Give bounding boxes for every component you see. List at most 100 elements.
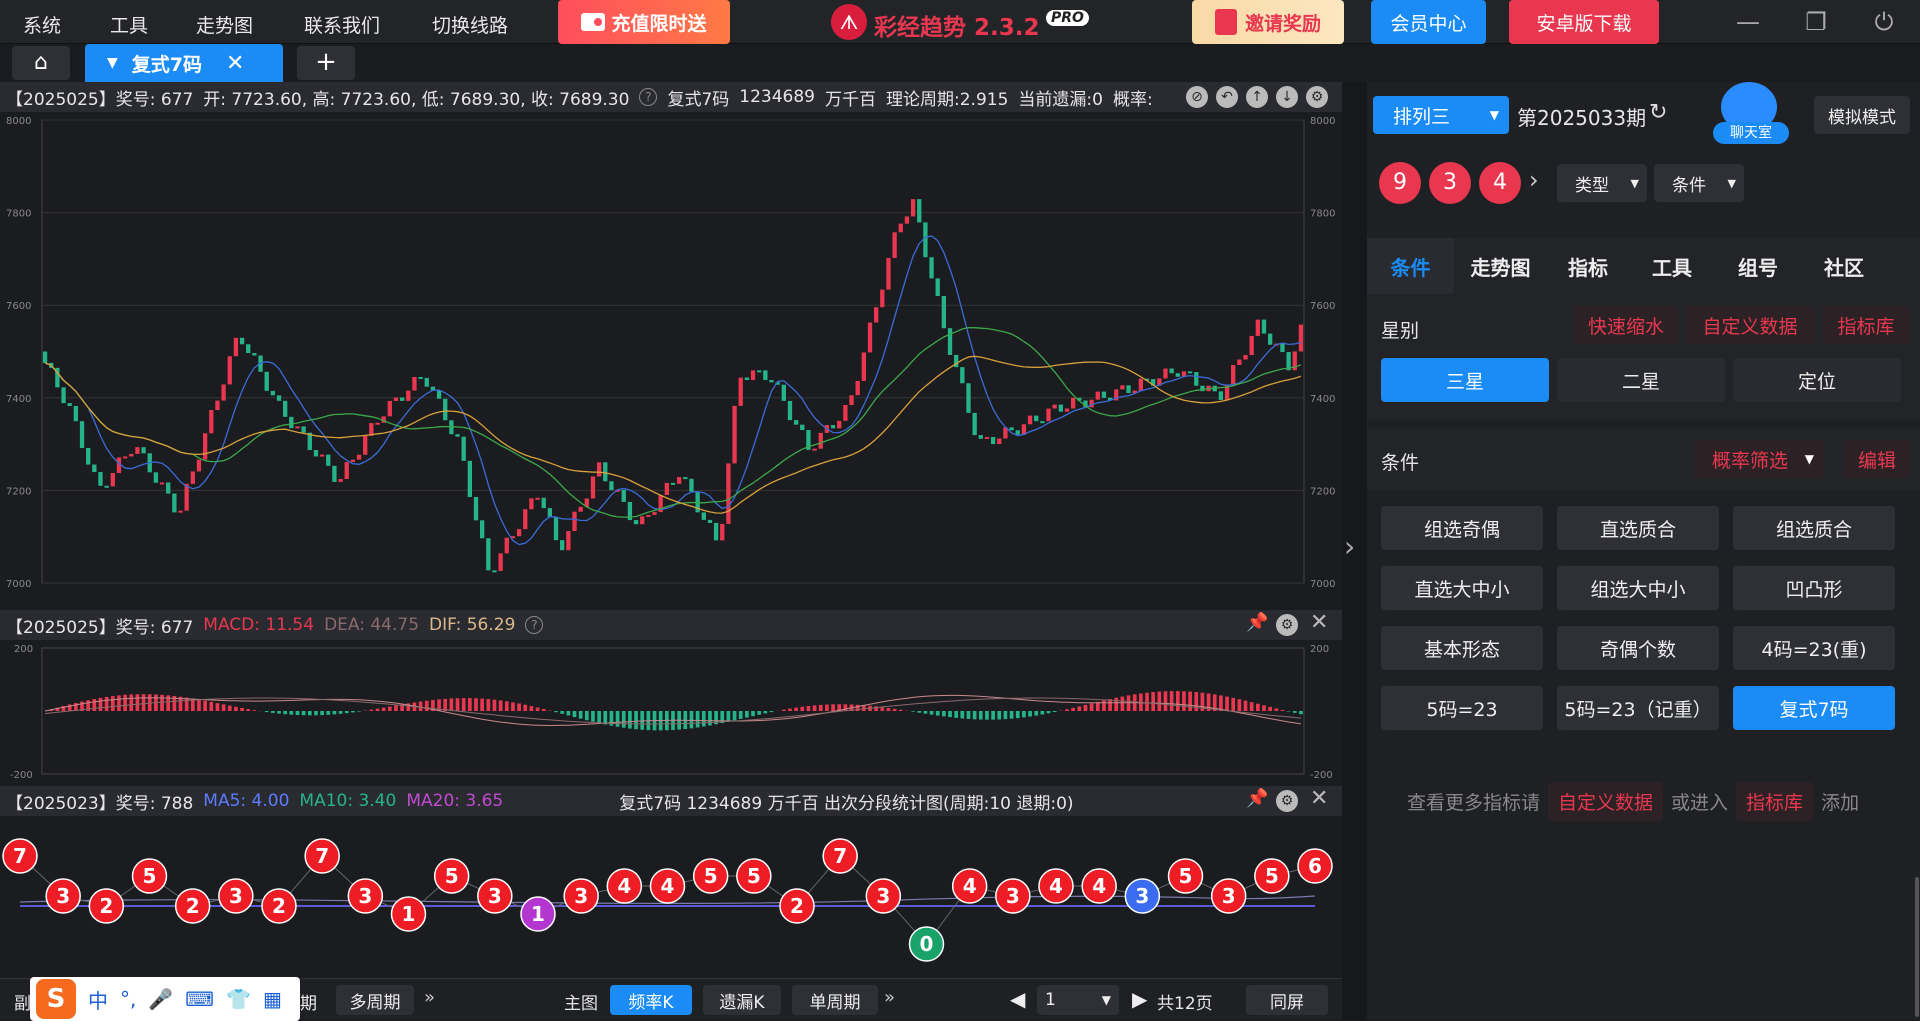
star-three-button[interactable]: 三星: [1381, 358, 1549, 402]
axis-label: 200: [1310, 644, 1329, 655]
scrollbar[interactable]: [1915, 877, 1919, 1017]
caret-down-icon: ▼: [1728, 177, 1736, 190]
candle: [886, 258, 890, 290]
sim-mode-button[interactable]: 模拟模式: [1814, 96, 1910, 134]
page-select[interactable]: 1 ▼: [1037, 985, 1119, 1015]
next-page-icon[interactable]: ▶: [1132, 987, 1147, 1011]
macd-bar: [511, 702, 515, 711]
macd-bar: [942, 711, 946, 716]
condition-button[interactable]: 凹凸形: [1733, 566, 1895, 610]
minimize-icon[interactable]: —: [1733, 8, 1763, 36]
condition-button[interactable]: 复式7码: [1733, 686, 1895, 730]
tab-trend[interactable]: 走势图: [1454, 238, 1547, 294]
condition-button[interactable]: 5码=23: [1381, 686, 1543, 730]
compass-icon[interactable]: ⊘: [1186, 86, 1208, 108]
condition-button[interactable]: 5码=23（记重）: [1557, 686, 1719, 730]
menu-system[interactable]: 系统: [23, 11, 61, 38]
candle: [345, 462, 349, 479]
power-icon[interactable]: ⏻: [1869, 8, 1899, 36]
ime-toolbar[interactable]: S 中 °, 🎤 ⌨ 👕 ▦: [30, 977, 300, 1021]
prev-page-icon[interactable]: ◀: [1010, 987, 1025, 1011]
mic-icon[interactable]: 🎤: [148, 987, 173, 1011]
chat-room-button[interactable]: 聊天室: [1713, 82, 1793, 148]
prob-filter-select[interactable]: 概率筛选▼: [1694, 440, 1824, 478]
condition-select[interactable]: 条件▼: [1654, 164, 1744, 202]
macd-bar: [1268, 707, 1272, 711]
help-icon[interactable]: ?: [639, 88, 657, 106]
home-icon[interactable]: ⌂: [12, 46, 70, 80]
kline-header: 【2025025】奖号: 677 开: 7723.60, 高: 7723.60,…: [0, 82, 1342, 112]
tab-tools[interactable]: 工具: [1629, 238, 1715, 294]
settings-icon[interactable]: ⚙: [1276, 614, 1298, 636]
type-select[interactable]: 类型▼: [1557, 164, 1647, 202]
add-tab-icon[interactable]: +: [297, 46, 355, 80]
condition-button[interactable]: 组选大中小: [1557, 566, 1719, 610]
macd-bar: [566, 711, 570, 715]
arrow-down-icon[interactable]: ↓: [1276, 86, 1298, 108]
indicator-lib-link[interactable]: 指标库: [1822, 306, 1910, 344]
tab-conditions[interactable]: 条件: [1367, 238, 1454, 294]
condition-button[interactable]: 4码=23(重): [1733, 626, 1895, 670]
miss-k-button[interactable]: 遗漏K: [703, 985, 781, 1015]
condition-button[interactable]: 奇偶个数: [1557, 626, 1719, 670]
tab-fushi7[interactable]: ▼ 复式7码 ✕: [85, 44, 283, 82]
invite-reward-button[interactable]: 邀请奖励: [1192, 0, 1344, 44]
custom-data-link[interactable]: 自定义数据: [1548, 782, 1663, 821]
arrow-up-icon[interactable]: ↑: [1246, 86, 1268, 108]
condition-button[interactable]: 直选质合: [1557, 506, 1719, 550]
custom-data-link[interactable]: 自定义数据: [1686, 306, 1814, 344]
condition-button[interactable]: 组选质合: [1733, 506, 1895, 550]
ime-mode[interactable]: 中: [88, 985, 108, 1014]
recharge-promo-button[interactable]: 充值限时送: [558, 0, 730, 44]
menu-contact[interactable]: 联系我们: [304, 11, 380, 38]
quick-shrink-link[interactable]: 快速缩水: [1574, 306, 1678, 344]
edit-button[interactable]: 编辑: [1844, 440, 1910, 478]
close-icon[interactable]: ✕: [226, 51, 244, 76]
tab-community[interactable]: 社区: [1801, 238, 1887, 294]
indicator-lib-link[interactable]: 指标库: [1736, 782, 1813, 821]
menu-switch-line[interactable]: 切换线路: [432, 11, 508, 38]
chevron-right-icon[interactable]: ›: [1344, 530, 1355, 563]
macd-bar: [794, 708, 798, 711]
undo-icon[interactable]: ↶: [1216, 86, 1238, 108]
punct-icon[interactable]: °,: [120, 987, 136, 1011]
candle: [246, 344, 250, 353]
tab-group[interactable]: 组号: [1715, 238, 1801, 294]
chevron-right-icon[interactable]: ›: [1529, 166, 1539, 194]
grid-icon[interactable]: ▦: [263, 987, 282, 1011]
same-screen-button[interactable]: 同屏: [1246, 985, 1328, 1015]
splitter[interactable]: ›: [1342, 82, 1367, 1020]
skin-icon[interactable]: 👕: [226, 987, 251, 1011]
macd-bar: [973, 711, 977, 719]
multi-period-button[interactable]: 多周期: [336, 985, 414, 1015]
pin-icon[interactable]: 📌: [1246, 612, 1268, 633]
menu-chart[interactable]: 走势图: [196, 11, 253, 38]
help-icon[interactable]: ?: [525, 616, 543, 634]
condition-button[interactable]: 直选大中小: [1381, 566, 1543, 610]
candle: [757, 370, 761, 372]
close-icon[interactable]: ✕: [1310, 610, 1328, 635]
double-chevron-icon[interactable]: »: [884, 987, 895, 1008]
settings-icon[interactable]: ⚙: [1306, 86, 1328, 108]
tab-indicators[interactable]: 指标: [1547, 238, 1629, 294]
settings-icon[interactable]: ⚙: [1276, 790, 1298, 812]
single-period-button[interactable]: 单周期: [792, 985, 878, 1015]
close-icon[interactable]: ✕: [1310, 786, 1328, 811]
pin-icon[interactable]: 📌: [1246, 788, 1268, 809]
keyboard-icon[interactable]: ⌨: [185, 987, 214, 1011]
refresh-icon[interactable]: ↻: [1649, 100, 1667, 125]
star-position-button[interactable]: 定位: [1733, 358, 1901, 402]
restore-icon[interactable]: ❐: [1801, 8, 1831, 36]
android-download-button[interactable]: 安卓版下载: [1509, 0, 1659, 44]
star-two-button[interactable]: 二星: [1557, 358, 1725, 402]
lottery-select[interactable]: 排列三 ▼: [1373, 96, 1509, 134]
condition-button[interactable]: 组选奇偶: [1381, 506, 1543, 550]
freq-k-button[interactable]: 频率K: [610, 985, 692, 1015]
condition-button[interactable]: 基本形态: [1381, 626, 1543, 670]
double-chevron-icon[interactable]: »: [424, 987, 435, 1008]
member-center-button[interactable]: 会员中心: [1371, 0, 1486, 44]
menu-tools[interactable]: 工具: [110, 11, 148, 38]
